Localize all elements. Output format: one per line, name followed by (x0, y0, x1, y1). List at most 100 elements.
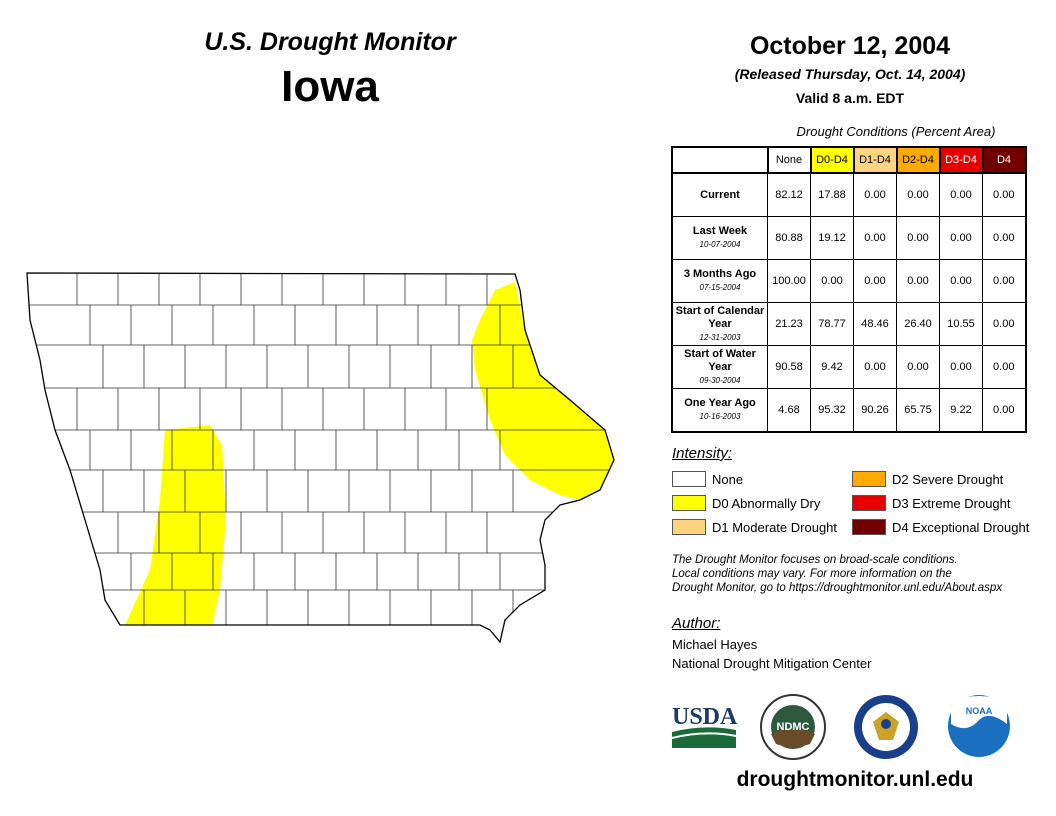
legend-label: D0 Abnormally Dry (712, 495, 821, 511)
value-cell: 78.77 (810, 302, 854, 346)
svg-text:NDMC: NDMC (777, 721, 810, 733)
row-label-cell: Start of Calendar Year 12-31-2003 (671, 302, 768, 346)
drought-conditions-table: None D0-D4 D1-D4 D2-D4 D3-D4 D4 Current 82.12 1… (671, 146, 1027, 433)
value-cell: 0.00 (896, 172, 940, 217)
value-cell: 0.00 (982, 345, 1026, 389)
svg-text:NOAA: NOAA (966, 706, 993, 716)
value-cell: 0.00 (853, 259, 897, 303)
valid-time: Valid 8 a.m. EDT (795, 90, 905, 106)
value-cell: 0.00 (982, 388, 1026, 433)
doc-seal-logo (854, 695, 918, 759)
legend-item: D3 Extreme Drought (852, 495, 1011, 511)
map-title: U.S. Drought Monitor (204, 28, 456, 56)
table-row: Start of Water Year 09-30-2004 90.58 9.42 0.… (671, 345, 1026, 389)
value-cell: 4.68 (767, 388, 811, 433)
legend-title: Intensity: (672, 445, 733, 462)
value-cell: 0.00 (810, 259, 854, 303)
usda-logo: USDA (671, 704, 738, 748)
row-label: Start of Water Year (684, 347, 756, 373)
author-label: Author: (672, 615, 721, 632)
row-label: One Year Ago (684, 397, 756, 409)
author-org: National Drought Mitigation Center (672, 656, 872, 671)
column-header: D2-D4 (895, 146, 941, 174)
value-cell: 0.00 (939, 172, 983, 217)
column-header: D0-D4 (809, 146, 855, 174)
value-cell: 0.00 (896, 216, 940, 260)
row-label: Current (700, 188, 740, 201)
value-cell: 90.26 (853, 388, 897, 433)
row-date: 12-31-2003 (699, 332, 741, 342)
row-label: 3 Months Ago (683, 268, 757, 280)
row-label-cell: 3 Months Ago 07-15-2004 (671, 259, 768, 303)
map-date: October 12, 2004 (749, 32, 951, 60)
value-cell: 21.23 (767, 302, 811, 346)
value-cell: 0.00 (982, 172, 1026, 217)
value-cell: 65.75 (896, 388, 940, 433)
disclaimer-note: The Drought Monitor focuses on broad-sca… (672, 553, 1052, 595)
legend-item: D1 Moderate Drought (672, 519, 837, 535)
legend-swatch (852, 495, 886, 511)
noaa-logo: NOAA (948, 695, 1010, 757)
note-line: The Drought Monitor focuses on broad-sca… (672, 554, 958, 566)
value-cell: 17.88 (810, 172, 854, 217)
table-row: Start of Calendar Year 12-31-2003 21.23 78.… (671, 302, 1026, 346)
value-cell: 0.00 (939, 216, 983, 260)
legend-label: D1 Moderate Drought (712, 519, 838, 535)
value-cell: 82.12 (767, 172, 811, 217)
table-row: One Year Ago 10-16-2003 4.68 95.32 90.26 65.7… (671, 388, 1026, 433)
row-label-cell: One Year Ago 10-16-2003 (671, 388, 768, 433)
value-cell: 19.12 (810, 216, 854, 260)
table-row: Current 82.12 17.88 0.00 0.00 0.00 0.00 (671, 172, 1026, 217)
row-label-cell: Last Week 10-07-2004 (671, 216, 768, 260)
legend-swatch (672, 495, 706, 511)
value-cell: 0.00 (853, 216, 897, 260)
legend-swatch (852, 471, 886, 487)
value-cell: 10.55 (939, 302, 983, 346)
iowa-map (26, 272, 615, 644)
value-cell: 80.88 (767, 216, 811, 260)
value-cell: 9.42 (810, 345, 854, 389)
row-date: 07-15-2004 (699, 283, 741, 292)
row-label: Start of Calendar Year (675, 304, 765, 330)
value-cell: 0.00 (896, 345, 940, 389)
row-date: 09-30-2004 (699, 375, 741, 385)
d0-area-east (472, 282, 614, 500)
value-cell: 0.00 (982, 259, 1026, 303)
legend-swatch (672, 519, 706, 535)
value-cell: 100.00 (767, 259, 811, 303)
author-name: Michael Hayes (672, 637, 758, 652)
value-cell: 0.00 (853, 345, 897, 389)
d0-area-west (125, 425, 226, 625)
legend-item: D2 Severe Drought (852, 471, 1003, 487)
value-cell: 48.46 (853, 302, 897, 346)
column-header: D3-D4 (938, 146, 984, 174)
table-row: 3 Months Ago 07-15-2004 100.00 0.00 0.00 0.00… (671, 259, 1026, 303)
value-cell: 95.32 (810, 388, 854, 433)
legend-swatch (852, 519, 886, 535)
value-cell: 0.00 (939, 345, 983, 389)
value-cell: 0.00 (853, 172, 897, 217)
ndmc-logo: NDMC (760, 694, 826, 760)
legend-swatch (672, 471, 706, 487)
table-row: Last Week 10-07-2004 80.88 19.12 0.00 0.00 0.0… (671, 216, 1026, 260)
svg-text:USDA: USDA (672, 704, 738, 730)
legend-label: D4 Exceptional Drought (892, 519, 1030, 535)
state-name: Iowa (281, 62, 379, 111)
table-caption: Drought Conditions (Percent Area) (796, 124, 996, 139)
website-url[interactable]: droughtmonitor.unl.edu (736, 768, 974, 791)
legend-label: D3 Extreme Drought (892, 495, 1011, 511)
row-label-cell: Start of Water Year 09-30-2004 (671, 345, 768, 389)
value-cell: 0.00 (982, 216, 1026, 260)
row-label-cell: Current (671, 172, 768, 217)
value-cell: 26.40 (896, 302, 940, 346)
legend-label: D2 Severe Drought (892, 471, 1004, 487)
corner-cell (672, 147, 768, 174)
value-cell: 0.00 (896, 259, 940, 303)
column-header: None (766, 146, 812, 174)
row-date: 10-16-2003 (699, 412, 741, 421)
legend-label: None (712, 471, 744, 487)
value-cell: 90.58 (767, 345, 811, 389)
value-cell: 0.00 (939, 259, 983, 303)
column-header: D1-D4 (852, 146, 898, 174)
